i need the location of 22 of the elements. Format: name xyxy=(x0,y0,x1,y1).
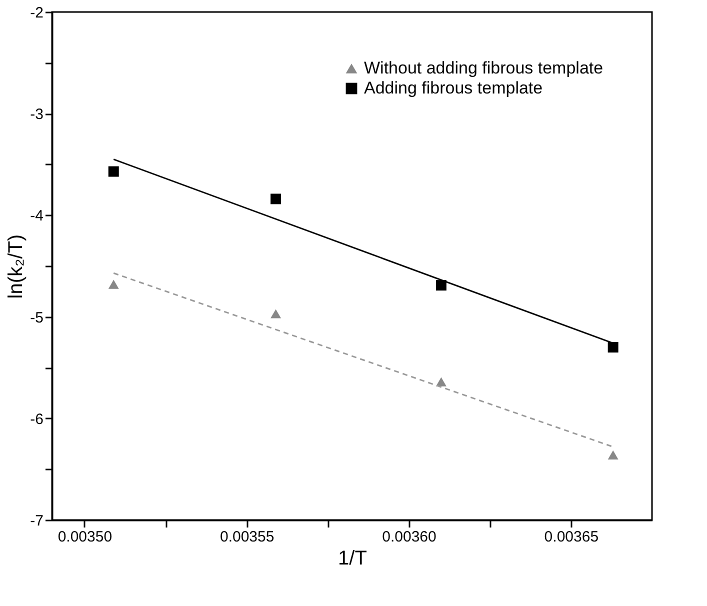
point xyxy=(608,450,618,460)
y-tick-label: -5 xyxy=(30,309,44,326)
point xyxy=(108,166,119,177)
x-tick-label: 0.00360 xyxy=(382,528,436,546)
point xyxy=(270,194,282,204)
y-axis-title: ln(k₂/T) xyxy=(5,234,28,299)
x-tick-label: 0.00355 xyxy=(220,528,274,546)
point xyxy=(270,309,282,318)
legend-label: Without adding fibrous template xyxy=(364,58,604,78)
y-tick-label: -6 xyxy=(30,410,44,428)
legend-label: Adding fibrous template xyxy=(364,78,543,98)
point xyxy=(608,342,618,353)
y-tick-label: -3 xyxy=(30,106,44,124)
point xyxy=(436,377,446,386)
point xyxy=(436,280,446,291)
y-tick-label: -7 xyxy=(30,512,44,530)
x-tick-label: 0.00350 xyxy=(58,528,112,546)
x-tick-label: 0.00365 xyxy=(544,528,599,546)
y-tick-label: -2 xyxy=(30,4,44,22)
x-axis-title: 1/T xyxy=(338,548,367,570)
point xyxy=(108,280,119,289)
y-tick-label: -4 xyxy=(30,208,44,225)
